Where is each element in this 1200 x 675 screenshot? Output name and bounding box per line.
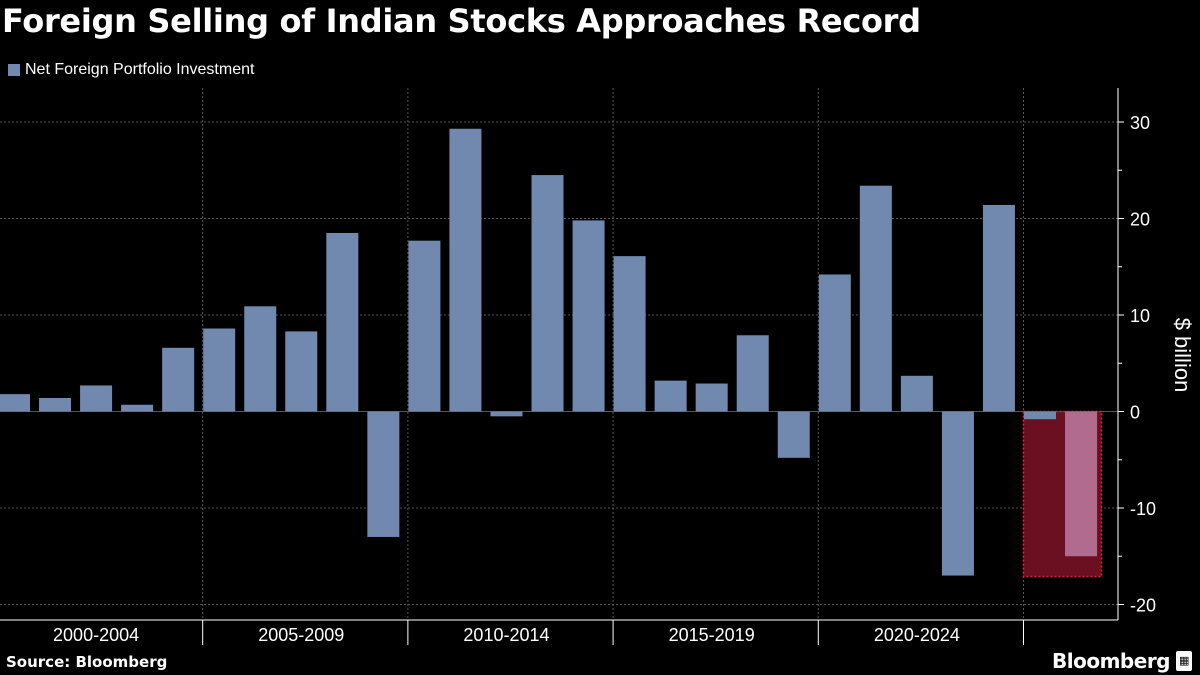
bar-2003 — [121, 404, 154, 412]
bar-2009 — [367, 411, 400, 537]
bar-2007 — [285, 331, 318, 412]
bar-2013 — [531, 175, 564, 412]
bar-2020 — [818, 274, 851, 412]
x-group-label: 2000-2004 — [53, 625, 139, 645]
brand-logo: Bloomberg ▦ — [1052, 649, 1192, 673]
bar-2019 — [777, 411, 810, 458]
bar-2015 — [613, 256, 646, 412]
bar-2000 — [0, 394, 30, 412]
legend-label: Net Foreign Portfolio Investment — [25, 61, 255, 78]
bar-2023 — [941, 411, 974, 576]
brand-name: Bloomberg — [1052, 649, 1170, 673]
bar-2011 — [449, 128, 482, 412]
x-group-label: 2015-2019 — [669, 625, 755, 645]
bar-2014 — [572, 220, 605, 412]
x-group-label: 2005-2009 — [258, 625, 344, 645]
x-group-label: 2010-2014 — [463, 625, 549, 645]
bar-2016 — [654, 380, 687, 412]
bar-2021 — [859, 185, 892, 412]
y-tick-label: -20 — [1130, 596, 1156, 616]
bar-2017 — [695, 383, 728, 412]
bar-2005 — [203, 328, 236, 412]
y-tick-label: 20 — [1130, 210, 1150, 230]
bar-2004 — [162, 347, 195, 412]
y-tick-label: 30 — [1130, 113, 1150, 133]
source-note: Source: Bloomberg — [6, 653, 168, 671]
bar-2001 — [39, 397, 72, 412]
bar-2022 — [900, 375, 933, 412]
legend-swatch — [8, 64, 20, 76]
bar-2010 — [408, 240, 441, 412]
bar-2012 — [490, 411, 523, 417]
bar-2024 — [982, 204, 1015, 412]
bar-2008 — [326, 232, 359, 412]
bar-2002 — [80, 385, 113, 412]
y-tick-label: 0 — [1130, 403, 1140, 423]
bloomberg-logo-icon: ▦ — [1176, 651, 1192, 671]
y-tick-label: -10 — [1130, 499, 1156, 519]
bar-2018 — [736, 335, 769, 412]
legend: Net Foreign Portfolio Investment — [8, 61, 254, 79]
bar-2025 — [1024, 411, 1056, 420]
bar-highlight — [1065, 411, 1098, 557]
chart-title: Foreign Selling of Indian Stocks Approac… — [2, 2, 921, 40]
bar-2006 — [244, 306, 277, 412]
y-axis-title: $ billion — [1170, 318, 1195, 393]
y-tick-label: 10 — [1130, 306, 1150, 326]
x-group-label: 2020-2024 — [874, 625, 960, 645]
